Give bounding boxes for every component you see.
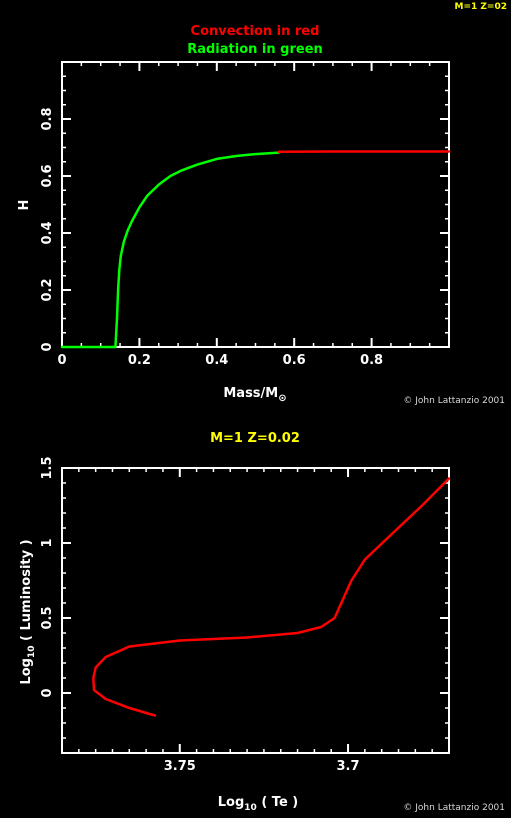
chart1-y-tick-label: 0.2 — [40, 278, 55, 301]
chart1-x-tick-labels: 0 0.2 0.4 0.6 0.8 — [57, 353, 383, 368]
chart1-credit: © John Lattanzio 2001 — [403, 396, 505, 406]
chart2-plot-frame — [61, 467, 450, 754]
chart1-y-tick-label: 0.4 — [40, 221, 55, 244]
chart2-y-tick-label: 1 — [40, 538, 55, 547]
chart2-x-tick-labels: 3.75 3.7 — [164, 759, 360, 774]
chart2-y-tick-label: 0 — [40, 688, 55, 697]
chart2-xlabel-log: Log — [218, 795, 245, 810]
chart2-ylabel-rest: ( Luminosity ) — [19, 539, 34, 645]
chart1-y-tick-label: 0 — [40, 342, 55, 351]
chart1-y-axis-label: H — [17, 200, 32, 211]
chart2-y-axis-label: Log10 ( Luminosity ) — [19, 539, 37, 684]
chart2-credit: © John Lattanzio 2001 — [403, 803, 505, 813]
chart1-plot-frame — [61, 61, 450, 348]
corner-label: M=1 Z=02 — [455, 2, 507, 12]
chart1-y-tick-label: 0.8 — [40, 107, 55, 130]
chart2-xlabel-sub: 10 — [244, 803, 257, 813]
chart1-y-tick-labels: 0 0.2 0.4 0.6 0.8 — [40, 107, 55, 351]
chart2-y-tick-label: 1.5 — [40, 456, 55, 479]
chart1-y-tick-label: 0.6 — [40, 164, 55, 187]
chart1-x-tick-label: 0 — [57, 353, 66, 368]
chart2-ylabel-log: Log — [19, 658, 34, 685]
chart2-x-tick-label: 3.75 — [164, 759, 196, 774]
hr-diagram-chart: M=1 Z=0.02 3.75 3.7 00.511.5 Log10 ( Te )… — [19, 431, 505, 813]
chart2-title: M=1 Z=0.02 — [210, 431, 300, 446]
chart2-x-axis-label: Log10 ( Te ) — [218, 795, 298, 813]
chart2-xlabel-rest: ( Te ) — [257, 795, 298, 810]
chart1-x-tick-label: 0.8 — [360, 353, 383, 368]
sun-symbol-icon: ⊙ — [278, 393, 286, 404]
chart1-series — [60, 150, 451, 349]
chart1-title-convection: Convection in red — [191, 24, 320, 39]
chart1-ticks — [61, 61, 450, 348]
chart1-title-radiation: Radiation in green — [187, 42, 323, 57]
chart2-x-tick-label: 3.7 — [337, 759, 360, 774]
chart2-ylabel-sub: 10 — [27, 646, 37, 659]
chart2-series-track — [92, 477, 451, 717]
chart1-x-tick-label: 0.6 — [283, 353, 306, 368]
chart1-series-radiation — [60, 151, 280, 349]
hydrogen-profile-chart: Convection in red Radiation in green 0 0.… — [17, 24, 505, 406]
chart1-x-tick-label: 0.2 — [128, 353, 151, 368]
chart2-y-tick-labels: 0 0.5 1 1.5 — [40, 456, 55, 697]
chart2-series — [92, 477, 451, 717]
chart2-ticks — [61, 467, 450, 754]
chart2-y-tick-label: 0.5 — [40, 606, 55, 629]
chart1-x-tick-label: 0.4 — [205, 353, 228, 368]
chart1-x-axis-label: Mass/M⊙ — [223, 386, 286, 404]
chart1-xlabel-text: Mass/M — [223, 386, 278, 401]
